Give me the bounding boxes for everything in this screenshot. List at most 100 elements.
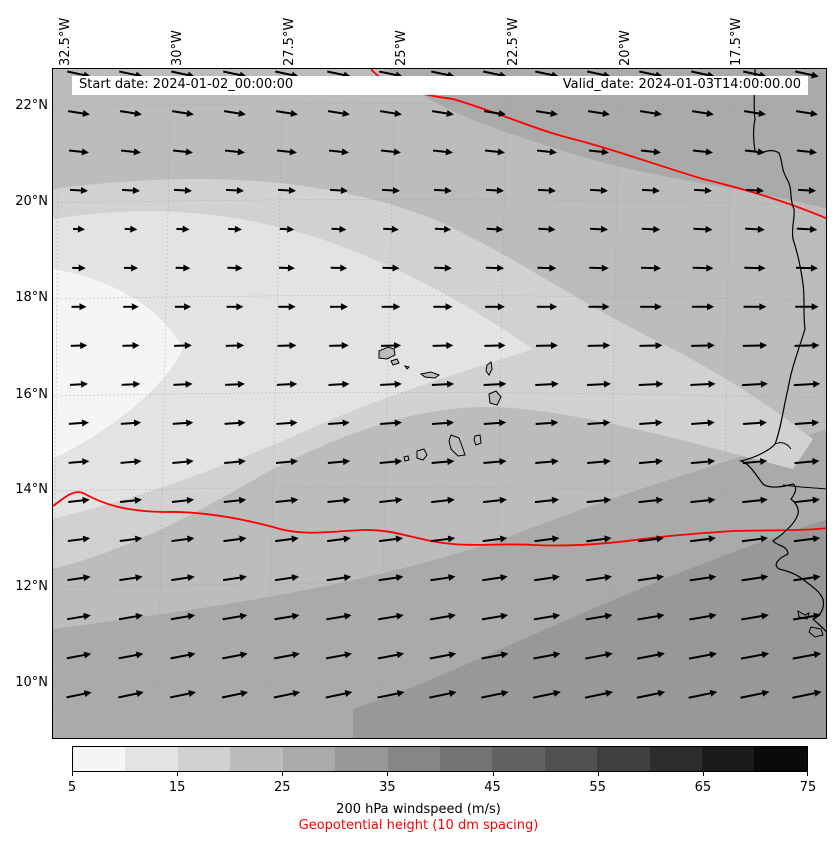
wind-arrow-shaft [535, 421, 553, 425]
wind-arrow-head [182, 225, 190, 233]
wind-arrow-shaft [638, 383, 658, 387]
wind-arrow-shaft [589, 227, 603, 231]
wind-arrow-shaft [274, 653, 295, 660]
latitude-labels: 22°N 20°N 18°N 16°N 14°N 12°N 10°N [0, 0, 50, 843]
wind-arrow-shaft [173, 188, 187, 192]
wind-arrow-head [187, 651, 196, 659]
wind-arrow-head [605, 689, 614, 697]
wind-arrow-shaft [223, 110, 241, 115]
wind-arrow-head [83, 574, 91, 582]
wind-arrow-shaft [586, 537, 606, 543]
latitude-label: 10°N [15, 675, 48, 690]
wind-arrow-head [395, 574, 404, 582]
wind-arrow-head [706, 264, 714, 272]
wind-arrow-head [291, 574, 300, 582]
wind-arrow-shaft [688, 653, 712, 660]
wind-arrow-head [761, 612, 769, 620]
wind-arrow-head [287, 225, 295, 233]
wind-arrow-head [760, 380, 768, 388]
wind-arrow-shaft [537, 188, 551, 192]
wind-arrow-shaft [795, 110, 813, 115]
wind-arrow-shaft [691, 110, 709, 115]
wind-arrow-head [550, 341, 558, 349]
wind-arrow-head [342, 458, 351, 466]
wind-arrow-shaft [172, 149, 188, 154]
wind-arrow-shaft [275, 110, 293, 115]
wind-arrow-head [238, 419, 246, 427]
wind-arrow-shaft [795, 70, 814, 77]
wind-arrow-head [653, 264, 662, 272]
wind-arrow-shaft [119, 537, 137, 543]
wind-arrow-head [708, 535, 716, 543]
wind-arrow-shaft [120, 460, 136, 464]
island-fogo [416, 448, 428, 461]
wind-arrow-head [81, 148, 89, 156]
africa-coast-islands [797, 610, 824, 638]
wind-arrow-head [339, 225, 347, 233]
colorbar-segment [73, 747, 126, 771]
wind-arrow-shaft [225, 383, 239, 386]
island-maio [473, 434, 482, 446]
wind-arrow-head [813, 612, 821, 620]
colorbar-tick-label: 25 [274, 780, 291, 795]
wind-arrow-head [657, 651, 665, 659]
wind-arrow-head [760, 535, 769, 543]
wind-arrow-shaft [121, 383, 135, 386]
wind-arrow-head [82, 109, 90, 117]
wind-arrow-head [392, 264, 400, 272]
wind-arrow-head [656, 496, 664, 504]
wind-arrow-shaft [225, 188, 239, 192]
colorbar-segment [282, 747, 336, 771]
colorbar-segment [230, 747, 283, 771]
wind-arrow-head [552, 535, 560, 543]
wind-arrow-head [501, 689, 509, 697]
wind-arrow-shaft [383, 227, 393, 231]
wind-arrow-head [497, 148, 505, 156]
wind-arrow-head [813, 380, 821, 388]
colorbar-ticks: 5 15 25 35 45 55 65 75 [68, 772, 816, 795]
wind-arrow-shaft [690, 383, 710, 387]
wind-arrow-shaft [433, 188, 447, 192]
longitude-label: 27.5°W [282, 17, 297, 66]
wind-arrow-head [395, 535, 404, 543]
wind-arrow-head [343, 535, 351, 543]
longitude-label: 20°W [618, 30, 633, 66]
wind-arrow-shaft [538, 227, 550, 231]
wind-arrow-head [396, 690, 405, 697]
wind-arrow-head [656, 612, 665, 620]
wind-arrow-shaft [587, 460, 605, 465]
wind-arrow-head [393, 303, 401, 311]
wind-arrow-head [187, 574, 195, 582]
wind-arrow-shaft [484, 149, 500, 154]
wind-arrow-head [499, 458, 507, 466]
wind-arrow-shaft [431, 460, 449, 465]
wind-arrow-shaft [741, 576, 763, 582]
wind-arrow-shaft [380, 149, 396, 154]
start-date-label: Start date: 2024-01-02_00:00:00 [79, 77, 294, 92]
wind-arrow-head [603, 380, 611, 388]
wind-arrow-head [448, 651, 457, 659]
wind-arrow-head [237, 342, 245, 350]
wind-arrow-shaft [689, 614, 711, 621]
wind-arrow-head [704, 187, 712, 194]
longitude-label: 30°W [170, 30, 185, 66]
wind-arrow-head [496, 225, 504, 233]
wind-arrow-head [809, 148, 817, 156]
wind-arrow-head [77, 225, 85, 233]
wind-arrow-head [132, 342, 140, 350]
wind-arrow-shaft [223, 499, 241, 504]
wind-arrow-head [292, 690, 301, 697]
wind-arrow-head [551, 458, 559, 466]
colorbar-segment [125, 747, 178, 771]
wind-arrow-head [135, 612, 143, 620]
wind-arrow-head [444, 264, 452, 272]
wind-arrow-shaft [221, 692, 243, 699]
wind-arrow-shaft [222, 615, 242, 621]
wind-arrow-head [288, 187, 296, 194]
wind-arrow-shaft [328, 149, 344, 154]
wind-arrow-shaft [327, 537, 346, 543]
wind-arrow-head [238, 109, 246, 117]
colorbar-segment [544, 747, 598, 771]
wind-arrow-shaft [536, 149, 552, 154]
wind-arrow-shaft [585, 653, 607, 660]
